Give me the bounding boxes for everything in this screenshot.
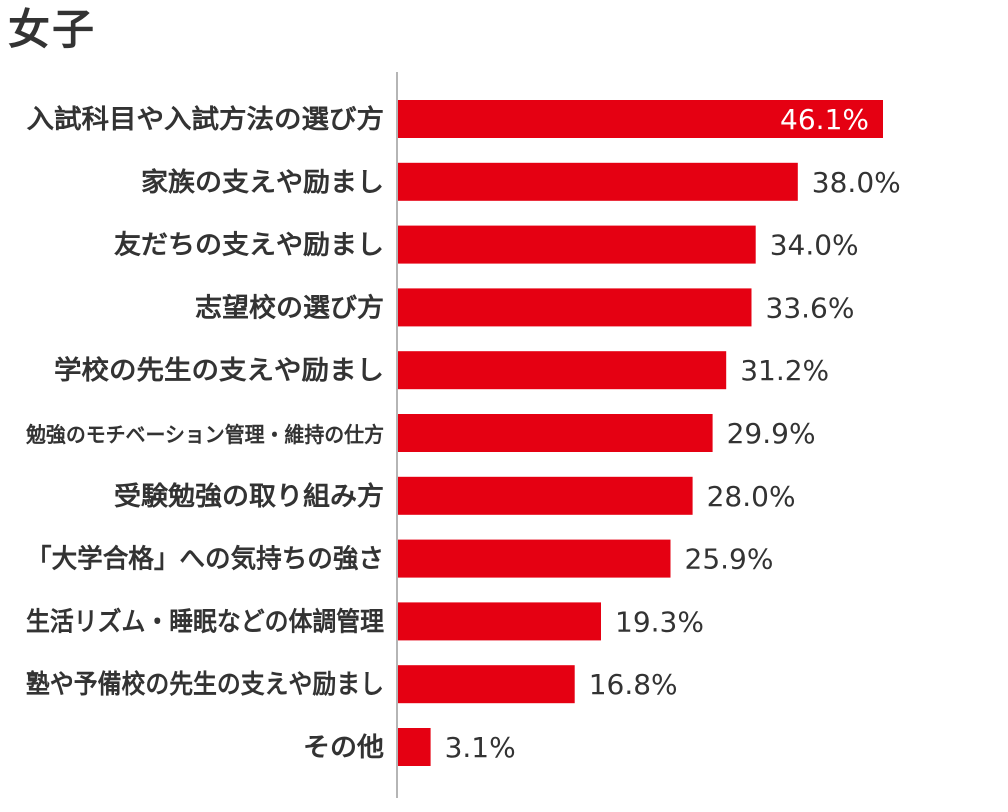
category-label: その他 (303, 733, 384, 763)
bar (398, 476, 693, 515)
category-label: 友だちの支えや励まし (114, 231, 384, 261)
chart-title: 女子 (8, 5, 97, 54)
value-label: 3.1% (445, 731, 516, 764)
value-label: 28.0% (707, 480, 796, 513)
bar (398, 602, 601, 641)
category-label: 勉強のモチベーション管理・維持の仕方 (25, 423, 384, 447)
category-label: 志望校の選び方 (195, 292, 384, 323)
category-label: 家族の支えや励まし (141, 167, 384, 198)
bar (398, 225, 756, 264)
category-label: 入試科目や入試方法の選び方 (27, 104, 385, 135)
value-label: 38.0% (812, 166, 901, 199)
bar (398, 728, 431, 766)
value-label: 46.1% (780, 103, 869, 136)
bar (398, 539, 671, 578)
bar (398, 414, 713, 452)
value-label: 16.8% (589, 668, 678, 701)
value-label: 19.3% (615, 605, 704, 638)
category-label: 学校の先生の支えや励まし (54, 355, 384, 386)
value-label: 34.0% (770, 229, 859, 262)
bar (398, 665, 575, 704)
category-label: 塾や予備校の先生の支えや励まし (26, 669, 384, 700)
value-label: 31.2% (740, 354, 829, 387)
value-labels-group: 46.1% 38.0% 34.0% 33.6% 31.2% 29.9% 28.0% 25.9%… (445, 103, 901, 764)
bar (398, 162, 798, 201)
category-label: 生活リズム・睡眠などの体調管理 (26, 606, 384, 637)
bar (398, 288, 752, 327)
value-label: 25.9% (685, 543, 774, 576)
category-label: 受験勉強の取り組み方 (114, 481, 384, 512)
value-label: 33.6% (766, 291, 855, 324)
bars-group (398, 100, 883, 766)
bar (398, 351, 727, 390)
bar (398, 100, 883, 138)
value-label: 29.9% (727, 417, 816, 450)
category-label: 「大学合格」への気持ちの強さ (26, 544, 384, 575)
category-labels-group: 入試科目や入試方法の選び方家族の支えや励まし友だちの支えや励まし志望校の選び方学… (25, 104, 384, 763)
